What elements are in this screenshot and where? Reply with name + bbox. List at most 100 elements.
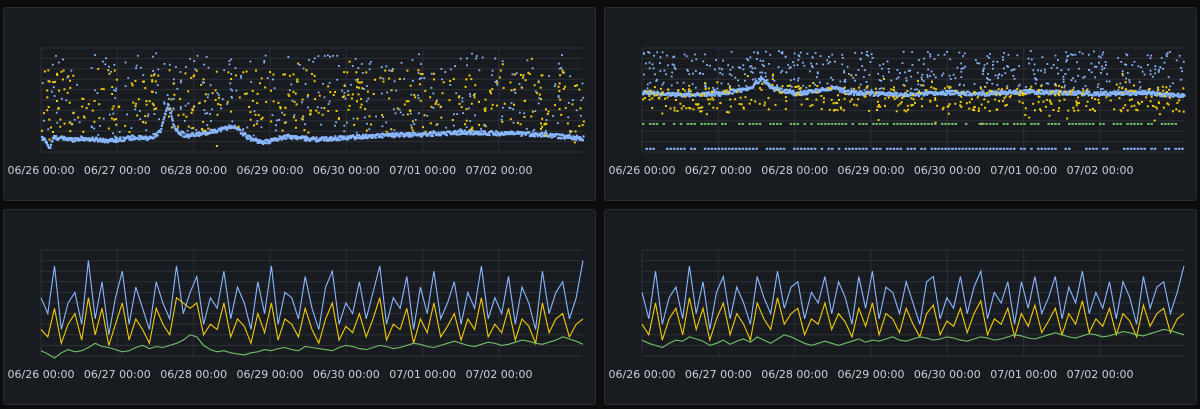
band-point xyxy=(577,136,580,139)
level-point xyxy=(710,147,714,150)
level-point xyxy=(875,122,879,125)
band-point xyxy=(339,138,342,142)
scatter-point xyxy=(288,74,291,77)
band-point xyxy=(1169,92,1172,95)
band-point xyxy=(399,134,402,137)
scatter-point xyxy=(867,92,870,95)
scatter-point xyxy=(1050,91,1053,94)
band-point xyxy=(1055,91,1058,94)
band-point xyxy=(1172,95,1175,98)
scatter-point xyxy=(834,101,837,104)
scatter-point xyxy=(954,77,957,79)
band-point xyxy=(1044,91,1048,94)
band-point xyxy=(111,138,114,141)
scatter-point xyxy=(581,124,584,127)
band-point xyxy=(1164,93,1167,97)
band-point xyxy=(42,138,45,141)
band-point xyxy=(1032,89,1035,92)
scatter-point xyxy=(840,107,843,110)
panel-bottom-right[interactable]: 06/26 00:00 06/27 00:00 06/28 00:00 06/29 0… xyxy=(604,209,1197,405)
scatter-point xyxy=(419,99,422,102)
band-point xyxy=(776,88,780,91)
scatter-point xyxy=(706,64,708,66)
scatter-point xyxy=(317,111,320,114)
scatter-point xyxy=(1057,59,1059,61)
scatter-point xyxy=(694,86,697,89)
scatter-point xyxy=(292,90,295,93)
scatter-point xyxy=(679,102,682,105)
band-point xyxy=(183,132,186,135)
scatter-point xyxy=(1141,100,1143,103)
scatter-point xyxy=(384,69,387,72)
band-point xyxy=(304,137,307,140)
scatter-point xyxy=(747,59,750,62)
band-point xyxy=(571,138,574,141)
band-point xyxy=(424,132,427,135)
scatter-point xyxy=(1086,100,1089,103)
band-point xyxy=(246,137,249,140)
band-point xyxy=(886,91,889,95)
panel-bottom-left[interactable]: 06/26 00:00 06/27 00:00 06/28 00:00 06/29 0… xyxy=(3,209,596,405)
scatter-point xyxy=(926,74,929,76)
band-point xyxy=(182,135,185,138)
level-point xyxy=(824,122,827,125)
panel-top-right[interactable]: 06/26 00:00 06/27 00:00 06/28 00:00 06/29 0… xyxy=(604,7,1197,201)
scatter-point xyxy=(309,109,312,112)
band-point xyxy=(455,133,459,136)
band-point xyxy=(673,92,677,95)
band-point xyxy=(1159,92,1163,95)
band-point xyxy=(437,131,440,134)
band-point xyxy=(369,134,372,137)
panel-top-left[interactable]: 06/26 00:00 06/27 00:00 06/28 00:00 06/29 0… xyxy=(3,7,596,201)
band-point xyxy=(655,92,659,95)
band-point xyxy=(1155,92,1158,95)
band-point xyxy=(1075,92,1078,95)
band-point xyxy=(404,132,407,135)
band-point xyxy=(395,134,398,137)
scatter-point xyxy=(200,128,203,131)
scatter-point xyxy=(844,78,847,81)
band-point xyxy=(852,90,855,93)
scatter-point xyxy=(43,70,46,73)
level-point xyxy=(1181,147,1184,150)
band-point xyxy=(256,141,259,144)
band-point xyxy=(1036,92,1039,95)
scatter-point xyxy=(1034,82,1037,85)
level-point xyxy=(872,122,875,125)
scatter-point xyxy=(720,82,723,85)
band-point xyxy=(460,131,463,134)
band-point xyxy=(1045,89,1048,92)
scatter-point xyxy=(663,69,666,72)
band-point xyxy=(352,134,355,137)
level-point xyxy=(923,147,927,150)
level-point xyxy=(1023,122,1026,125)
band-point xyxy=(459,133,462,136)
scatter-point xyxy=(842,109,845,112)
band-point xyxy=(154,135,157,138)
scatter-point xyxy=(441,92,444,95)
band-point xyxy=(988,93,991,96)
scatter-point xyxy=(1094,76,1097,79)
scatter-point xyxy=(410,126,413,129)
level-point xyxy=(645,147,648,150)
scatter-point xyxy=(1158,92,1161,95)
band-point xyxy=(916,92,919,95)
band-point xyxy=(70,136,73,140)
scatter-point xyxy=(986,77,988,79)
scatter-point xyxy=(711,96,714,99)
scatter-point xyxy=(50,126,52,129)
scatter-point xyxy=(1154,68,1157,71)
level-point xyxy=(1140,122,1143,125)
scatter-point xyxy=(1162,67,1164,70)
scatter-point xyxy=(659,56,662,59)
level-point xyxy=(745,147,748,150)
band-point xyxy=(480,133,483,136)
scatter-point xyxy=(179,81,182,84)
band-point xyxy=(1043,91,1046,94)
scatter-point xyxy=(245,92,248,95)
band-point xyxy=(705,94,708,98)
band-point xyxy=(133,135,136,138)
band-point xyxy=(574,136,577,139)
scatter-point xyxy=(1065,51,1068,54)
band-point xyxy=(705,92,708,95)
